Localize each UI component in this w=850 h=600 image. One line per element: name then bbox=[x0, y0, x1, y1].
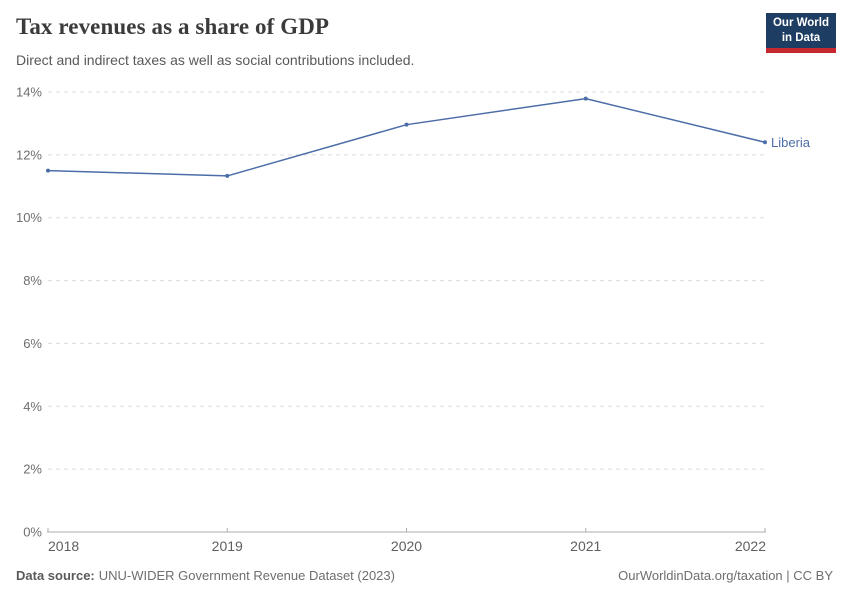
x-tick-label: 2019 bbox=[212, 538, 243, 554]
chart-footer: Data source: UNU-WIDER Government Revenue… bbox=[16, 568, 833, 583]
y-tick-label: 12% bbox=[16, 147, 42, 162]
data-source-note: Data source: UNU-WIDER Government Revenue… bbox=[16, 568, 395, 583]
y-tick-label: 2% bbox=[23, 462, 42, 477]
y-tick-label: 8% bbox=[23, 273, 42, 288]
owid-logo[interactable]: Our World in Data bbox=[766, 13, 836, 53]
logo-line-2: in Data bbox=[781, 31, 821, 44]
citation-link[interactable]: OurWorldinData.org/taxation | CC BY bbox=[618, 568, 833, 583]
x-tick-label: 2020 bbox=[391, 538, 422, 554]
y-tick-label: 10% bbox=[16, 210, 42, 225]
series-line-liberia[interactable] bbox=[47, 97, 766, 177]
y-tick-label: 6% bbox=[23, 336, 42, 351]
page-title: Tax revenues as a share of GDP bbox=[16, 14, 330, 39]
y-tick-label: 0% bbox=[23, 525, 42, 540]
data-source-text: UNU-WIDER Government Revenue Dataset (20… bbox=[98, 568, 395, 583]
data-point[interactable] bbox=[225, 173, 230, 178]
x-tick-label: 2021 bbox=[570, 538, 601, 554]
y-tick-label: 4% bbox=[23, 399, 42, 414]
series-label[interactable]: Liberia bbox=[771, 135, 811, 150]
y-tick-label: 14% bbox=[16, 85, 42, 100]
data-point[interactable] bbox=[404, 122, 409, 127]
x-tick-label: 2022 bbox=[735, 538, 766, 554]
data-point[interactable] bbox=[46, 168, 50, 173]
data-point[interactable] bbox=[763, 140, 767, 145]
logo-line-1: Our World bbox=[772, 17, 829, 30]
data-point[interactable] bbox=[583, 96, 588, 101]
x-tick-label: 2018 bbox=[48, 538, 79, 554]
data-source-label: Data source: bbox=[16, 568, 95, 583]
chart-subtitle: Direct and indirect taxes as well as soc… bbox=[16, 52, 415, 68]
